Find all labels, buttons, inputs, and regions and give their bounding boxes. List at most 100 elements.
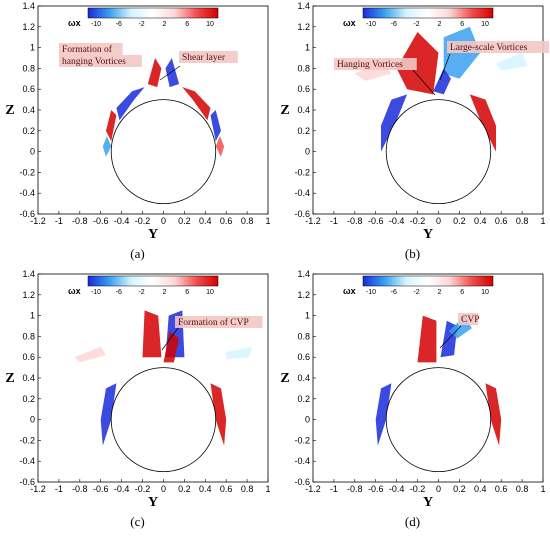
- x-tick-label: -0.6: [368, 484, 384, 494]
- annotation-leader: [439, 325, 462, 349]
- y-tick-label: 0.8: [22, 331, 35, 341]
- x-tick-label: -1.2: [30, 216, 46, 226]
- cylinder-outline: [385, 367, 492, 473]
- x-tick-label: -0.4: [389, 216, 405, 226]
- colorbar-tick-label: 2: [162, 289, 166, 296]
- vortex-region: [100, 383, 117, 446]
- y-tick-label: 1.2: [297, 290, 310, 300]
- colorbar-tick-label: 10: [206, 289, 214, 296]
- x-tick-label: -0.6: [93, 216, 109, 226]
- x-tick-label: -0.6: [368, 216, 384, 226]
- annotation-text: CVP: [461, 315, 479, 325]
- x-tick-label: -0.4: [389, 484, 405, 494]
- x-tick-label: -1: [55, 484, 63, 494]
- y-tick-label: 0: [305, 415, 310, 425]
- x-tick-label: 0: [161, 484, 166, 494]
- x-tick-label: 0.4: [474, 216, 487, 226]
- colorbar-tick-label: -2: [138, 21, 144, 28]
- y-tick-label: 0.8: [297, 63, 310, 73]
- x-tick-label: 0.8: [516, 216, 529, 226]
- colorbar: [87, 275, 219, 287]
- vortex-region: [469, 94, 496, 152]
- annotation-box: [179, 51, 238, 63]
- y-tick-label: -0.4: [19, 188, 35, 198]
- colorbar-tick-label: -10: [366, 289, 376, 296]
- y-tick-label: 1.4: [22, 1, 35, 11]
- colorbar: [362, 275, 494, 287]
- annotation-leader: [439, 53, 451, 81]
- x-tick-label: 0.2: [453, 216, 466, 226]
- annotation-text: Formation of: [62, 44, 113, 55]
- y-axis-label: Z: [5, 371, 14, 386]
- x-tick-label: -0.2: [410, 484, 426, 494]
- plot-c: -1.2 -1 -0.8 -0.6 -0.4 -0.2 0 0.2 0.4 0.6 0.8 1 1.4 1…: [5, 269, 270, 510]
- x-tick-label: 0.6: [495, 216, 508, 226]
- vortex-region: [496, 52, 528, 71]
- y-tick-label: 0.4: [22, 105, 35, 115]
- x-tick-label: 0.4: [474, 484, 487, 494]
- y-tick-label: 1.4: [22, 269, 35, 279]
- colorbar-tick-label: 10: [206, 21, 214, 28]
- y-tick-label: 0.6: [22, 352, 35, 362]
- y-tick-label: 1: [30, 311, 35, 321]
- plot-b: -1.2 -1 -0.8 -0.6 -0.4 -0.2 0 0.2 0.4 0.6 0.8 1 1.4 1…: [280, 1, 549, 242]
- x-tick-label: 1: [540, 216, 545, 226]
- y-tick-label: -0.2: [294, 167, 310, 177]
- vortex-region: [396, 32, 439, 95]
- y-tick-label: 1: [305, 311, 310, 321]
- caption-d: (d): [404, 514, 421, 529]
- y-tick-label: -0.4: [19, 456, 35, 466]
- caption-c: (c): [130, 514, 145, 529]
- caption-b: (b): [404, 246, 421, 261]
- y-axis-label: Z: [280, 371, 289, 386]
- annotation-box: [334, 58, 417, 70]
- y-tick-label: -0.6: [19, 477, 35, 487]
- y-tick-label: 0: [30, 415, 35, 425]
- x-tick-label: -0.8: [347, 216, 363, 226]
- vortex-region: [210, 110, 221, 142]
- plot-a: -1.2 -1 -0.8 -0.6 -0.4 -0.2 0 0.2 0.4 0.6 0.8 1 1.4 1…: [5, 1, 270, 242]
- colorbar-tick-label: 2: [437, 21, 441, 28]
- y-tick-label: -0.4: [294, 188, 310, 198]
- y-tick-label: 0.2: [22, 126, 35, 136]
- x-tick-label: 0.8: [516, 484, 529, 494]
- y-tick-label: 0.2: [297, 126, 310, 136]
- x-tick-label: 0.2: [178, 484, 191, 494]
- panel-d: -1.2 -1 -0.8 -0.6 -0.4 -0.2 0 0.2 0.4 0.6 0.8 1 1.4 1…: [275, 268, 550, 536]
- y-tick-label: 0.8: [22, 63, 35, 73]
- y-tick-label: -0.4: [294, 456, 310, 466]
- y-tick-label: -0.2: [294, 435, 310, 445]
- annotation-box: [59, 55, 142, 67]
- colorbar: [87, 7, 219, 19]
- x-tick-label: 0.6: [220, 484, 233, 494]
- cylinder-outline: [385, 99, 492, 205]
- annotation-box: [59, 43, 123, 55]
- y-tick-label: 0.6: [297, 352, 310, 362]
- annotation-leader: [412, 69, 436, 96]
- x-axis-label: Y: [423, 495, 433, 510]
- colorbar-label: ωx: [343, 18, 356, 28]
- caption-a: (a): [130, 246, 145, 261]
- vortex-region: [485, 383, 502, 446]
- x-tick-label: 0.6: [495, 484, 508, 494]
- y-tick-label: 1: [305, 43, 310, 53]
- x-tick-label: -1.2: [305, 484, 321, 494]
- colorbar-tick-label: 6: [460, 21, 464, 28]
- x-tick-label: -0.8: [347, 484, 363, 494]
- colorbar-tick-label: 10: [481, 289, 489, 296]
- vortex-region: [106, 110, 117, 142]
- colorbar-label: ωx: [68, 286, 81, 296]
- y-tick-label: 0.8: [297, 331, 310, 341]
- vortex-region: [74, 346, 106, 363]
- vortex-region: [381, 94, 408, 152]
- y-tick-label: 0.4: [297, 373, 310, 383]
- x-tick-label: 0.2: [453, 484, 466, 494]
- y-tick-label: -0.2: [19, 167, 35, 177]
- colorbar-tick-label: -6: [116, 289, 122, 296]
- colorbar-tick-label: -2: [138, 289, 144, 296]
- x-tick-label: -0.4: [114, 216, 130, 226]
- annotation-text: Shear layer: [182, 53, 226, 63]
- x-tick-label: -0.2: [410, 216, 426, 226]
- colorbar-tick-label: -10: [91, 21, 101, 28]
- x-axis-label: Y: [148, 495, 158, 510]
